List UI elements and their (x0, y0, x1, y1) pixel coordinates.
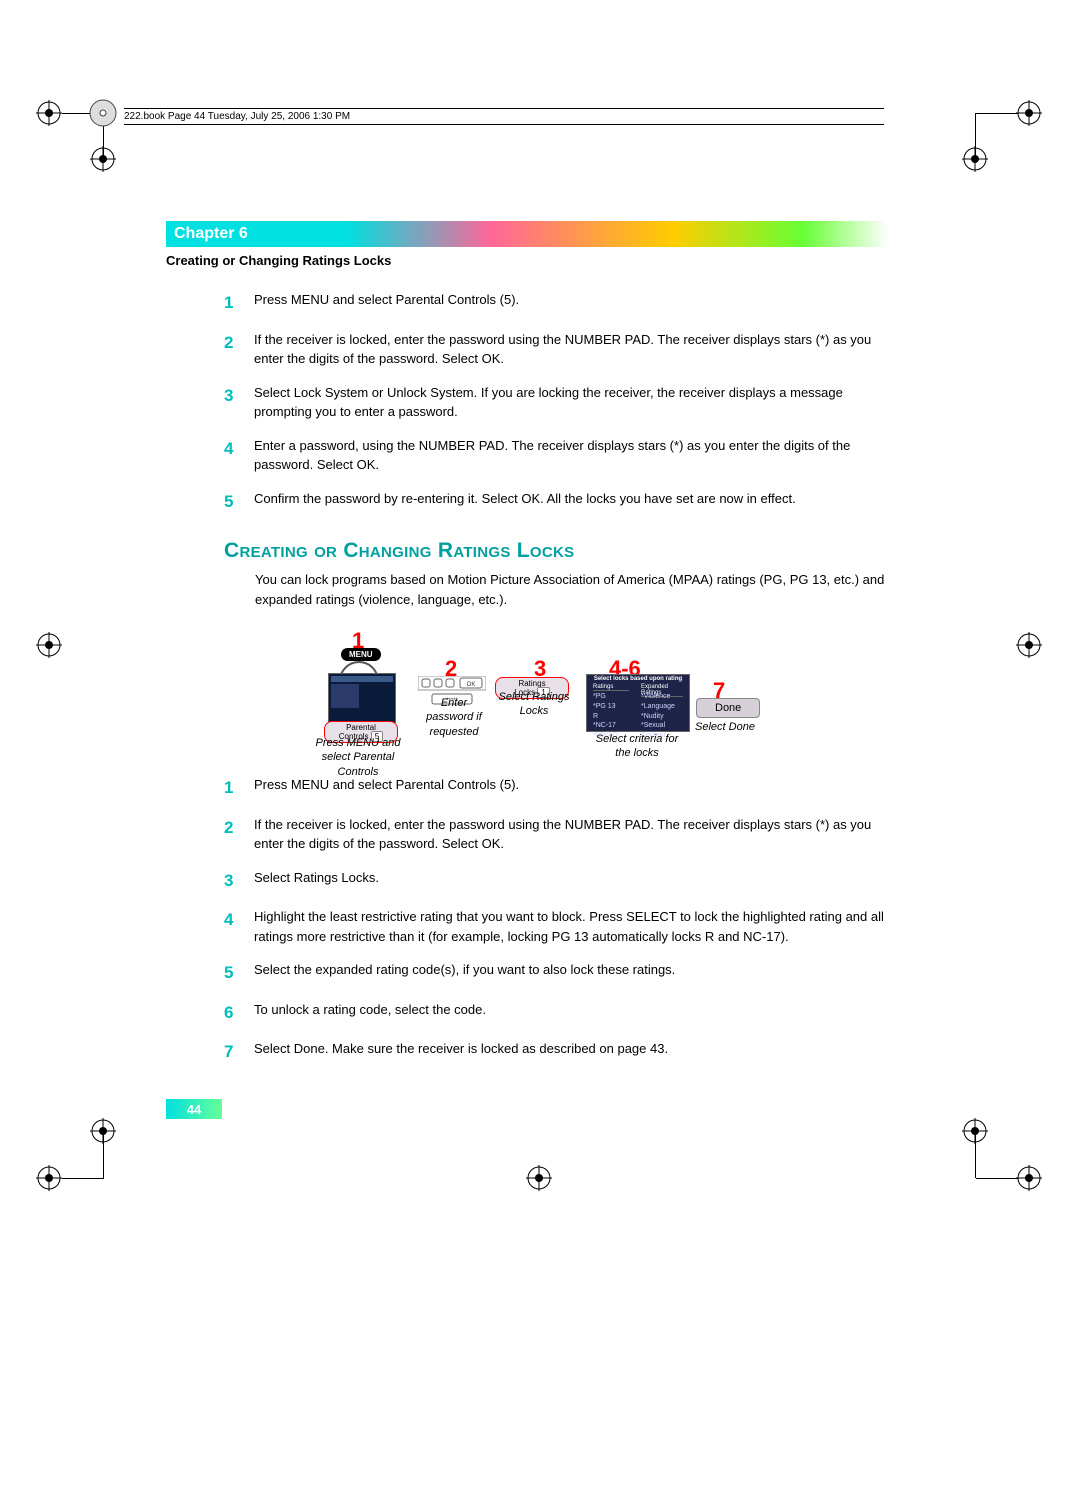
reg-mark-bl-outer (36, 1165, 62, 1191)
reg-mark-tl-outer (36, 100, 62, 126)
diagram-caption-4: Select criteria for the locks (590, 732, 684, 761)
list-1-container: 1Press MENU and select Parental Controls… (224, 290, 886, 528)
tv-thumbnail (328, 673, 396, 723)
list2-item: 7Select Done. Make sure the receiver is … (224, 1039, 886, 1065)
chapter-label: Chapter 6 (166, 225, 248, 243)
diagram-caption-2: Enter password if requested (421, 696, 487, 739)
crop-line (975, 113, 976, 159)
list2-item: 5Select the expanded rating code(s), if … (224, 960, 886, 986)
diagram-caption-3: Select Ratings Locks (498, 690, 570, 719)
diagram-caption-5: Select Done (690, 720, 760, 734)
crop-line (103, 1132, 104, 1178)
list-2-container: 1Press MENU and select Parental Controls… (224, 775, 886, 1079)
section-title: Creating or Changing Ratings Locks (224, 539, 886, 563)
reg-mark-mr (1016, 632, 1042, 658)
crop-line (976, 113, 1018, 114)
list2-item: 2If the receiver is locked, enter the pa… (224, 815, 886, 854)
crop-line (62, 1178, 104, 1179)
intro-para: You can lock programs based on Motion Pi… (255, 570, 887, 609)
done-button-graphic: Done (696, 698, 760, 718)
list2-item: 1Press MENU and select Parental Controls… (224, 775, 886, 801)
lock-criteria-panel: Select locks based upon rating Ratings E… (586, 674, 690, 732)
reg-mark-bc (526, 1165, 552, 1191)
page-subtitle: Creating or Changing Ratings Locks (166, 253, 391, 268)
reg-mark-br-outer (1016, 1165, 1042, 1191)
diagram-caption-1: Press MENU and select Parental Controls (308, 736, 408, 779)
crop-line (976, 1178, 1018, 1179)
list1-item: 4Enter a password, using the NUMBER PAD.… (224, 436, 886, 475)
list1-item: 1Press MENU and select Parental Controls… (224, 290, 886, 316)
list2-item: 4Highlight the least restrictive rating … (224, 907, 886, 946)
reg-mark-ml (36, 632, 62, 658)
instruction-diagram: 1 2 3 4-6 7 MENU Parental Controls 5 OK … (328, 626, 788, 776)
crop-line (975, 1132, 976, 1178)
chapter-bar: Chapter 6 (166, 221, 889, 247)
svg-text:OK: OK (467, 682, 476, 688)
list1-item: 3Select Lock System or Unlock System. If… (224, 383, 886, 422)
meta-header: 222.book Page 44 Tuesday, July 25, 2006 … (124, 108, 884, 125)
reg-mark-tr-outer (1016, 100, 1042, 126)
disc-icon (88, 98, 118, 128)
page-number: 44 (166, 1099, 222, 1119)
list2-item: 6To unlock a rating code, select the cod… (224, 1000, 886, 1026)
list1-item: 5Confirm the password by re-entering it.… (224, 489, 886, 515)
list1-item: 2If the receiver is locked, enter the pa… (224, 330, 886, 369)
list2-item: 3Select Ratings Locks. (224, 868, 886, 894)
